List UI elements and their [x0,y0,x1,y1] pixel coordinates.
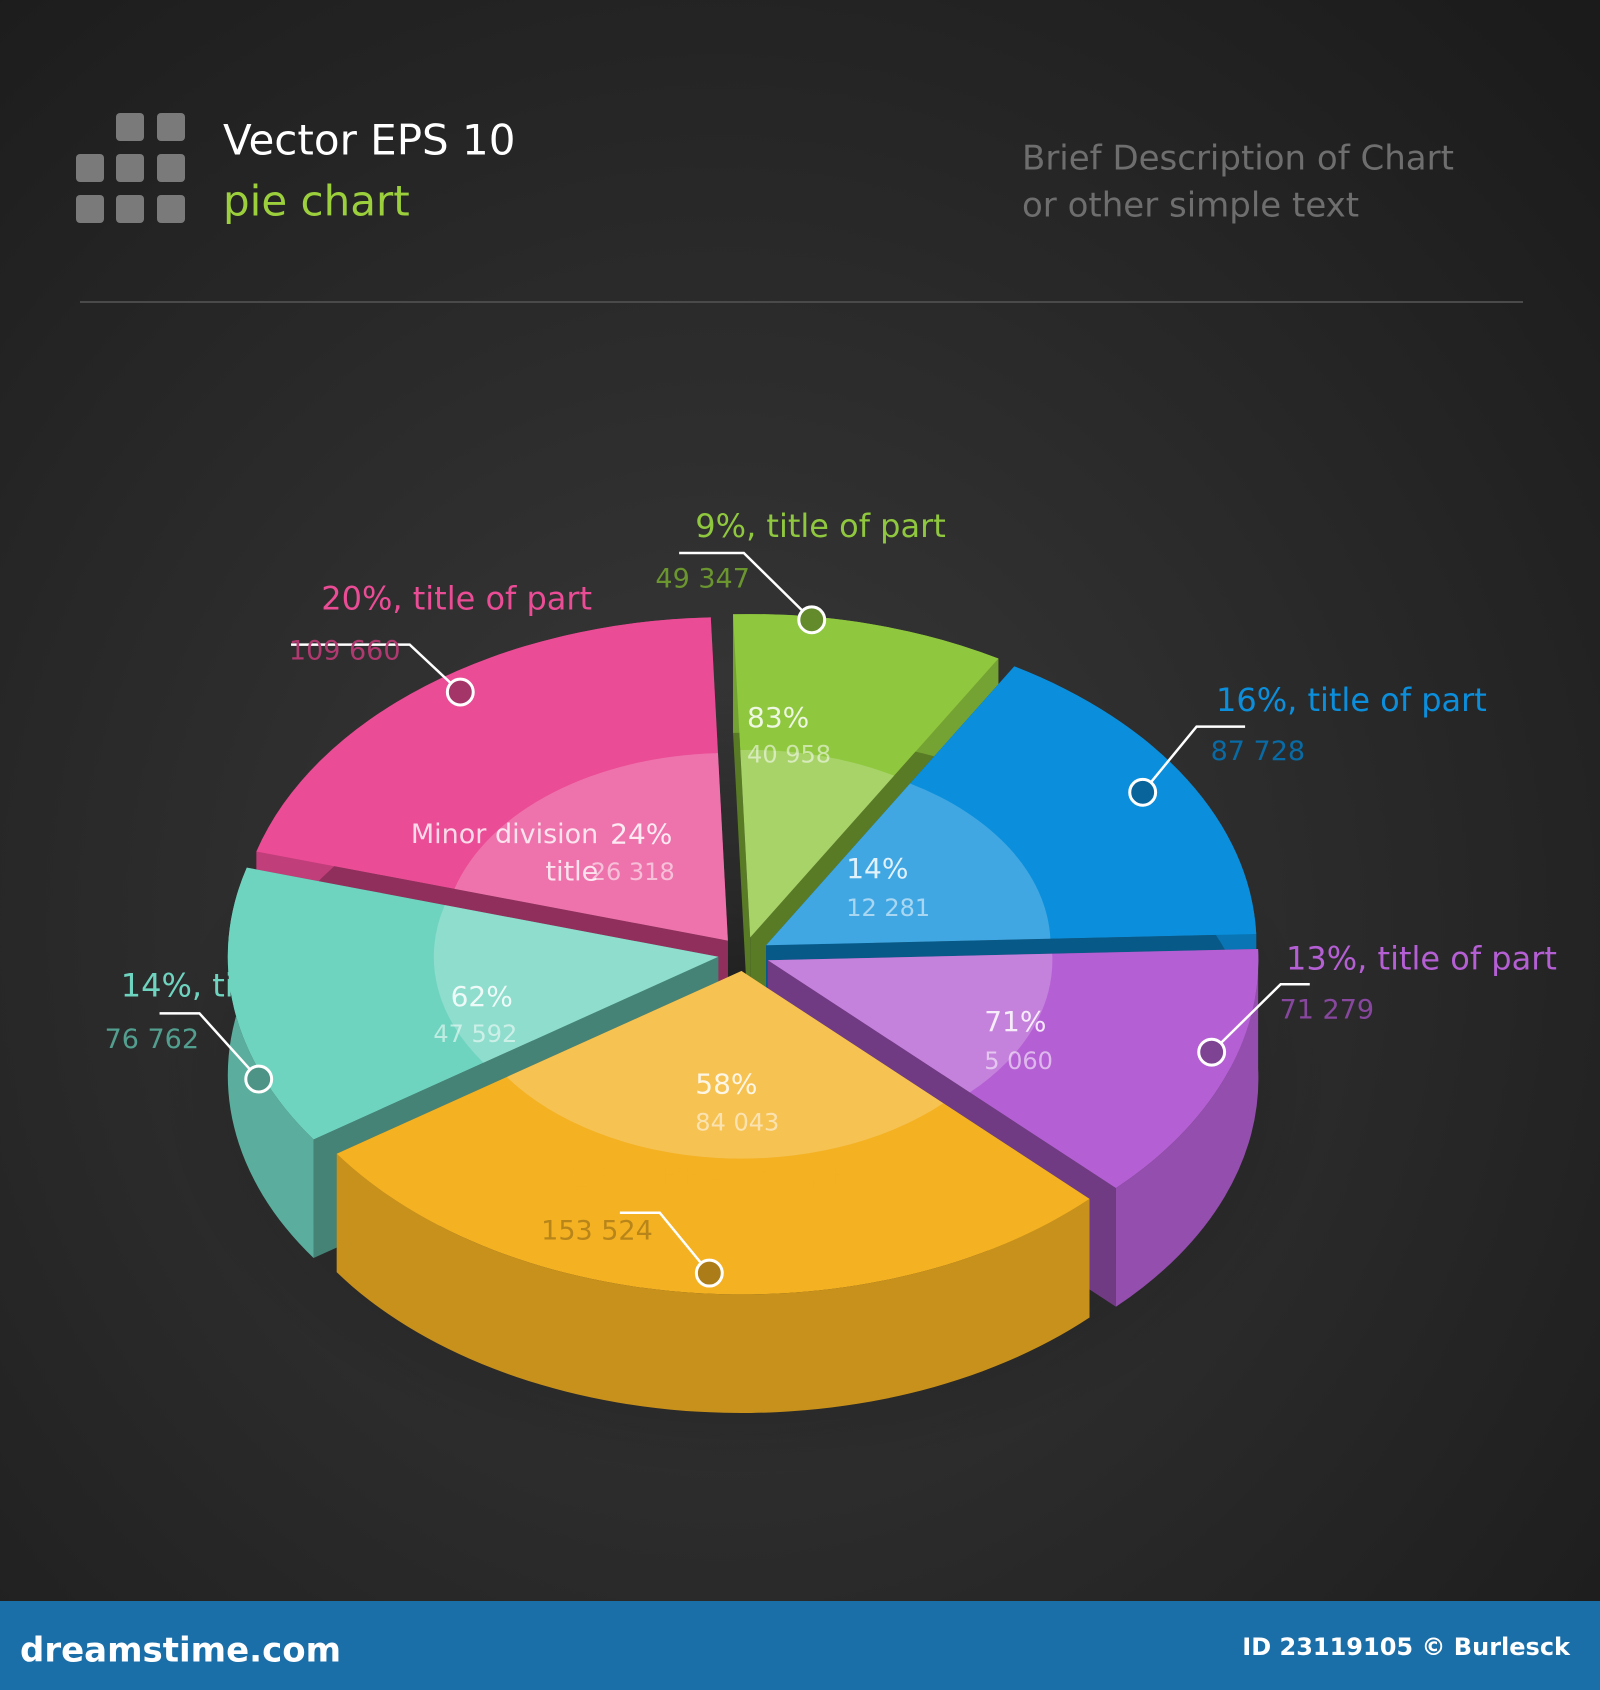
slice-top [336,971,1090,1295]
inner-amount: 5 060 [984,1047,1053,1075]
slice-wall [336,1153,1090,1413]
leader-line [1141,725,1246,794]
inner-label: 62% [451,980,513,1013]
slice-label: 16%, title of part [1216,681,1487,719]
slice-label: 13%, title of part [1286,939,1557,977]
slice-inner [506,971,944,1159]
inner-label: 83% [747,701,809,734]
slice-top [733,614,999,938]
footer-credit: ID 23119105 © Burlesck [1242,1633,1571,1661]
labels: 20%, title of part 109 660 24% 26 318 9%, ti… [105,507,1557,1288]
slice-inner [454,753,728,941]
slice-top [766,666,1257,946]
slice-amount: 153 524 [541,1216,653,1247]
leader-line [291,643,462,693]
description: or other simple text [1022,186,1359,226]
leader-dot [1197,1037,1227,1067]
slice-wall [1115,948,1259,1307]
slice-label: 14%, title of part [121,966,392,1004]
inner-amount: 12 281 [846,894,930,922]
logo-icon [76,113,185,223]
leader-line [159,1012,260,1080]
leader-dot [1128,777,1158,807]
leader-line [679,551,813,621]
footer-site: dreamstime.com [20,1631,341,1671]
slice-amount: 49 347 [655,563,749,594]
inner-amount: 84 043 [695,1108,779,1136]
chart-title: Vector EPS 10 [223,116,516,165]
minor-division-title: Minor division [411,819,598,850]
leader-dot [445,677,475,707]
slice-top [227,867,719,1140]
leader-dot [694,1258,724,1288]
slice-label: 28%, title of part [571,1159,842,1197]
leader-line [1210,982,1310,1054]
slice-wall [227,867,314,1259]
slice-amount: 87 728 [1211,736,1305,767]
leader-line [619,1211,711,1274]
inner-amount: 40 958 [747,741,831,769]
slice-label: 9%, title of part [695,507,945,545]
inner-amount: 26 318 [591,858,675,886]
pie [227,614,1259,1413]
minor-division-title: title [545,857,598,888]
inner-label: 24% [610,817,672,850]
leader-dot [797,605,827,635]
slice-inner [766,783,1051,946]
slice-top [256,617,728,941]
slice-inner [740,749,895,938]
footer-bar [0,1601,1600,1690]
slice-top [767,948,1259,1189]
description: Brief Description of Chart [1022,139,1454,179]
leader-dot [244,1064,274,1094]
inner-label: 58% [695,1068,757,1101]
slice-amount: 71 279 [1280,995,1374,1026]
slice-amount: 76 762 [105,1024,199,1055]
slice [336,971,1090,1413]
slice-inner [433,905,719,1063]
slice-inner [767,953,1053,1093]
slice-amount: 109 660 [289,636,401,667]
inner-label: 14% [846,852,908,885]
slice-label: 20%, title of part [321,579,592,617]
chart-subtitle: pie chart [223,177,410,226]
inner-amount: 47 592 [433,1020,517,1048]
inner-label: 71% [984,1005,1046,1038]
